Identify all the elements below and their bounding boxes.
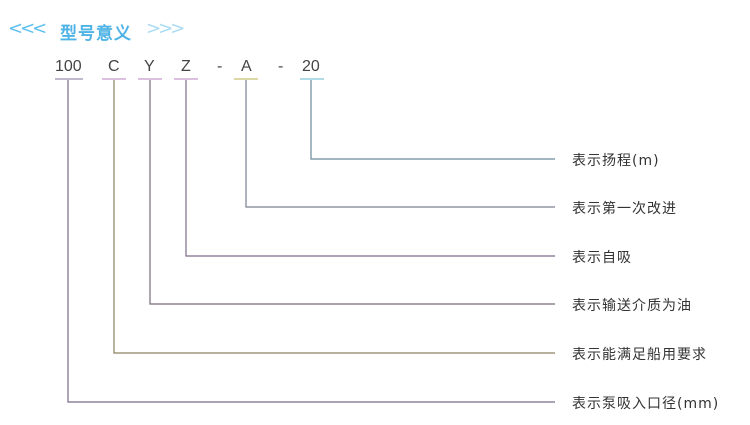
label-marine-use: 表示能满足船用要求 — [572, 347, 707, 363]
label-oil-medium: 表示输送介质为油 — [572, 298, 692, 314]
connector-y — [149, 80, 555, 305]
label-inlet-diameter: 表示泵吸入口径(mm) — [572, 396, 720, 412]
left-arrows-icon: <<< — [8, 18, 47, 39]
label-self-priming: 表示自吸 — [572, 250, 632, 266]
code-a: A — [241, 58, 252, 75]
connector-c — [113, 80, 555, 354]
code-y: Y — [144, 58, 155, 75]
connector-a — [245, 80, 555, 208]
section-title: 型号意义 — [60, 24, 132, 44]
connector-100 — [67, 80, 555, 403]
label-head: 表示扬程(m) — [572, 153, 660, 169]
code-dash-2: - — [278, 58, 284, 75]
right-arrows-icon: >>> — [146, 18, 185, 39]
label-first-improvement: 表示第一次改进 — [572, 201, 677, 217]
connector-20 — [310, 80, 555, 160]
code-z: Z — [181, 58, 191, 75]
connector-z — [185, 80, 555, 257]
code-100: 100 — [55, 58, 82, 75]
code-c: C — [108, 58, 120, 75]
code-20: 20 — [302, 58, 320, 75]
code-dash-1: - — [217, 58, 223, 75]
